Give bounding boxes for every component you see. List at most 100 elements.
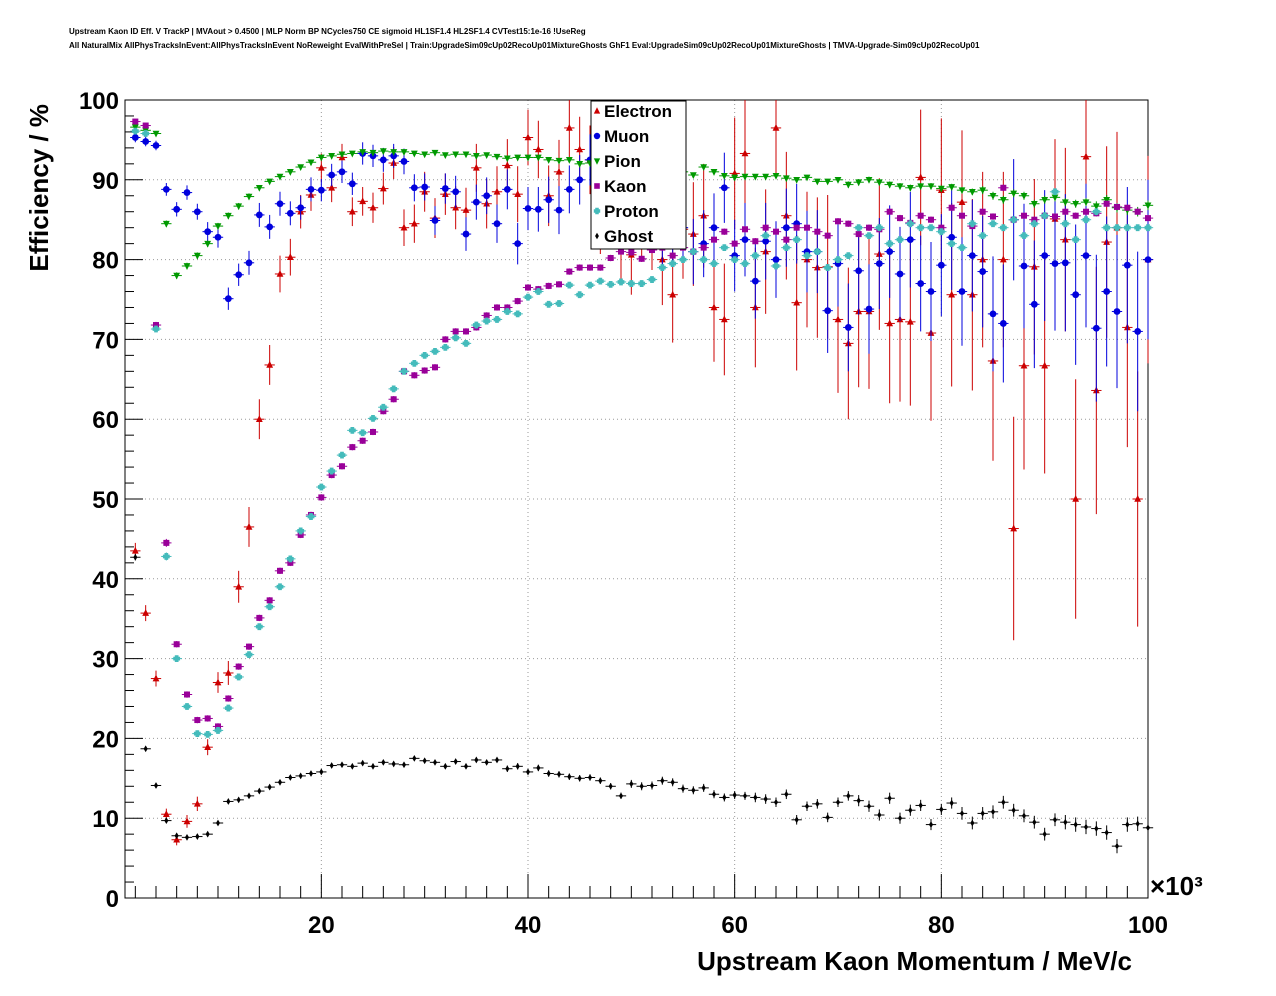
data-point	[574, 774, 585, 782]
data-point	[698, 164, 709, 172]
data-point	[936, 185, 947, 193]
data-point	[1122, 817, 1133, 832]
data-point	[471, 153, 482, 160]
data-point	[615, 278, 627, 286]
data-point	[357, 149, 368, 156]
data-point	[522, 768, 534, 776]
data-point	[595, 777, 606, 785]
data-point	[481, 312, 492, 319]
data-point	[1060, 194, 1071, 332]
data-point	[574, 161, 585, 168]
data-point	[1101, 224, 1112, 232]
data-point	[150, 140, 162, 151]
data-point	[1132, 224, 1143, 232]
y-tick-label: 80	[92, 248, 119, 275]
data-point	[171, 832, 182, 840]
data-point	[781, 244, 792, 252]
data-point	[450, 175, 461, 208]
data-point	[770, 228, 782, 235]
data-point	[285, 238, 296, 276]
data-point	[285, 201, 296, 226]
data-point	[378, 148, 389, 156]
data-point	[378, 758, 389, 766]
data-point	[140, 136, 151, 147]
data-point	[750, 238, 761, 245]
data-point	[233, 202, 244, 211]
data-point	[708, 193, 720, 262]
data-point	[233, 663, 244, 670]
data-point	[946, 204, 957, 211]
data-point	[192, 716, 203, 724]
data-point	[832, 220, 844, 307]
data-point	[533, 288, 544, 295]
data-point	[1060, 198, 1071, 207]
data-point	[202, 739, 213, 756]
data-point	[409, 204, 420, 243]
x-multiplier-label: ×10³	[1150, 871, 1203, 901]
data-point	[316, 179, 327, 202]
data-point	[719, 152, 730, 223]
data-point	[739, 260, 751, 267]
data-point	[708, 260, 720, 267]
data-point	[1132, 208, 1143, 215]
data-point	[998, 224, 1009, 232]
data-point	[977, 186, 988, 195]
data-point	[884, 205, 895, 298]
data-point	[688, 786, 699, 795]
data-point	[915, 799, 926, 812]
data-point	[533, 186, 544, 232]
data-point	[285, 774, 296, 781]
data-point	[388, 149, 399, 156]
data-point	[264, 214, 275, 239]
data-point	[512, 762, 523, 770]
data-point	[1101, 216, 1112, 367]
data-point	[409, 372, 420, 379]
data-point	[791, 183, 802, 264]
data-point	[522, 154, 534, 162]
data-point	[398, 209, 410, 247]
data-point	[564, 100, 575, 160]
data-point	[956, 807, 968, 820]
data-point	[336, 463, 348, 470]
y-axis-label: Efficiency / %	[24, 104, 54, 272]
data-point	[801, 224, 813, 231]
data-point	[233, 796, 244, 804]
data-point	[657, 776, 668, 785]
data-point	[987, 805, 999, 819]
data-point	[553, 186, 565, 235]
data-point	[760, 202, 771, 280]
data-point	[419, 367, 430, 374]
data-point	[967, 816, 978, 830]
data-point	[450, 151, 461, 159]
data-point	[1018, 232, 1030, 240]
data-point	[161, 552, 172, 561]
data-point	[264, 783, 275, 791]
data-point	[1132, 816, 1143, 831]
data-point	[874, 224, 885, 232]
legend-marker	[595, 232, 599, 240]
data-point	[977, 208, 988, 215]
data-point	[553, 281, 565, 288]
data-point	[1039, 212, 1050, 220]
data-point	[646, 781, 658, 790]
data-point	[388, 760, 399, 768]
data-point	[956, 244, 968, 252]
data-point	[429, 364, 441, 371]
data-point	[946, 184, 957, 290]
data-point	[760, 173, 771, 181]
data-point	[295, 164, 306, 172]
data-point	[832, 177, 844, 184]
data-point	[967, 188, 978, 196]
legend-marker	[593, 132, 601, 140]
data-point	[822, 264, 833, 271]
data-point	[667, 260, 678, 267]
data-point	[223, 798, 234, 805]
data-point	[326, 467, 337, 475]
data-point	[192, 796, 203, 812]
data-point	[274, 567, 286, 575]
data-point	[998, 195, 1009, 204]
data-point	[450, 334, 461, 342]
data-point	[1122, 224, 1133, 232]
data-point	[770, 100, 782, 176]
data-point	[1070, 817, 1081, 832]
